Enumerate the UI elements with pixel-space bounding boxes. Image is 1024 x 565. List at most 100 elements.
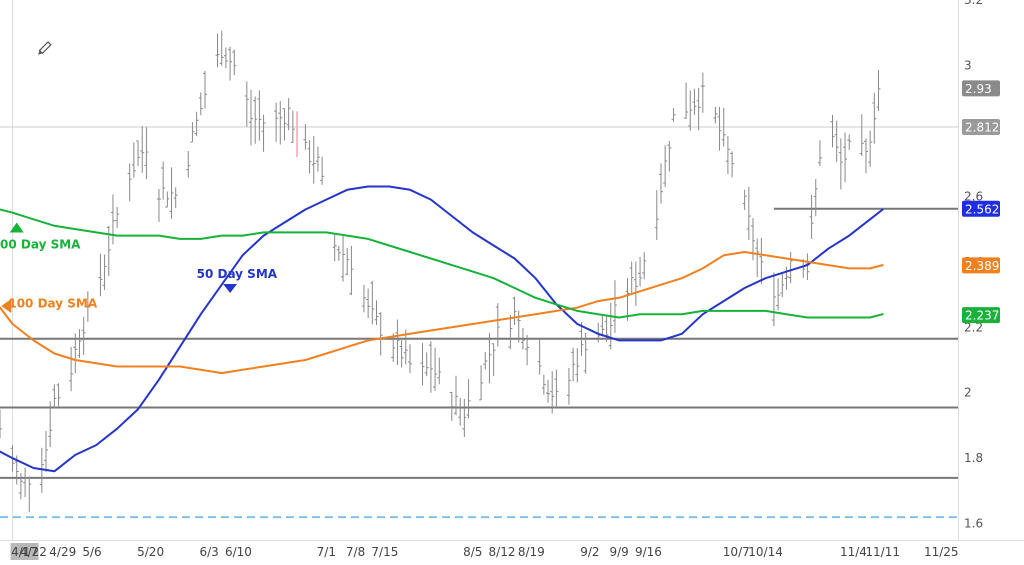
price-bar: [278, 101, 283, 145]
x-tick-label: 8/5: [463, 545, 482, 559]
y-tick-label: 2.6: [964, 189, 983, 203]
price-bar: [85, 291, 90, 322]
price-bar: [868, 130, 873, 167]
price-bar: [813, 178, 818, 217]
50-day-sma-line[interactable]: [0, 185, 884, 473]
price-bar: [232, 49, 237, 76]
price-bar: [48, 401, 53, 448]
price-bar: [345, 247, 350, 276]
price-bar: [228, 46, 233, 81]
price-bar: [608, 302, 613, 350]
price-bar: [190, 122, 195, 143]
200-day-sma-line[interactable]: [0, 208, 884, 319]
price-bar: [479, 365, 484, 401]
price-bar: [642, 252, 647, 280]
price-label-box: [962, 118, 1000, 135]
price-bar: [407, 344, 412, 374]
price-bar: [671, 108, 676, 122]
price-bar: [391, 333, 396, 362]
price-bar: [629, 261, 634, 293]
price-bar: [583, 332, 588, 374]
price-bar: [202, 70, 207, 109]
price-bar: [872, 92, 877, 144]
price-bar: [219, 30, 224, 66]
price-bar: [638, 256, 643, 287]
price-bar: [633, 261, 638, 306]
price-bar: [378, 312, 383, 356]
price-bar: [771, 272, 776, 327]
price-bar: [453, 375, 458, 416]
price-bar: [27, 476, 32, 513]
x-tick-label: 8/19: [518, 545, 545, 559]
price-bar: [834, 120, 839, 162]
y-tick-label: 2.2: [964, 320, 983, 334]
price-bar: [307, 140, 312, 174]
price-bar: [110, 194, 115, 245]
price-bar: [696, 87, 701, 131]
price-bar: [520, 327, 525, 350]
price-bar: [332, 233, 337, 262]
price-bar: [759, 238, 764, 285]
price-label-text: 2.237: [965, 309, 999, 323]
price-label-box: [962, 257, 1000, 274]
price-bar: [449, 391, 454, 421]
price-bar: [755, 238, 760, 277]
price-bar: [717, 106, 722, 151]
price-bar: [73, 333, 78, 374]
price-bar: [98, 253, 103, 297]
price-bar: [566, 368, 571, 405]
price-bar: [102, 254, 107, 291]
sma-series: [0, 185, 884, 473]
price-bar: [843, 132, 848, 183]
price-bar: [550, 371, 555, 414]
price-bar: [537, 337, 542, 375]
sma-annotation-label: 00 Day SMA: [0, 238, 81, 252]
x-tick-label: 5/20: [137, 545, 164, 559]
price-bar: [244, 81, 249, 127]
price-bar: [156, 189, 161, 222]
y-tick-label: 1.6: [964, 517, 983, 531]
x-tick-label: 11/4: [840, 545, 867, 559]
price-bar: [830, 114, 835, 148]
price-bar: [700, 72, 705, 113]
price-bar: [667, 141, 672, 172]
price-bar: [77, 329, 82, 358]
x-tick-label: 10/14: [748, 545, 783, 559]
price-bar: [817, 140, 822, 167]
price-bar: [361, 284, 366, 313]
price-bar: [399, 337, 404, 368]
price-bar: [575, 348, 580, 383]
price-bar: [684, 82, 689, 119]
price-label-text: 2.93: [965, 82, 992, 96]
annotation-marker-triangle-up: [9, 222, 24, 233]
price-bar: [487, 332, 492, 384]
price-bar: [437, 357, 442, 385]
price-bar: [780, 272, 785, 298]
price-bar: [554, 369, 559, 407]
price-bar: [131, 142, 136, 178]
price-bar: [115, 207, 120, 229]
price-bar: [625, 278, 630, 321]
x-tick-label: 9/9: [609, 545, 628, 559]
price-bar: [654, 190, 659, 241]
100-day-sma-line[interactable]: [0, 251, 884, 375]
price-bar: [39, 447, 44, 493]
price-label-box: [962, 80, 1000, 97]
price-bar: [69, 347, 74, 392]
price-bar: [18, 472, 23, 500]
price-bar: [395, 319, 400, 365]
price-bar: [169, 167, 174, 219]
price-bar: [186, 150, 191, 178]
price-bar: [173, 187, 178, 209]
price-bar: [663, 145, 668, 187]
price-label: 2.237: [962, 307, 1000, 324]
price-bar: [165, 191, 170, 208]
price-bar: [458, 398, 463, 426]
price-bar: [495, 303, 500, 347]
price-bar: [56, 383, 61, 407]
price-bar: [483, 352, 488, 370]
price-bar: [52, 384, 57, 409]
price-bar: [805, 253, 810, 281]
x-tick-label-cursor: 4/17: [11, 545, 38, 559]
